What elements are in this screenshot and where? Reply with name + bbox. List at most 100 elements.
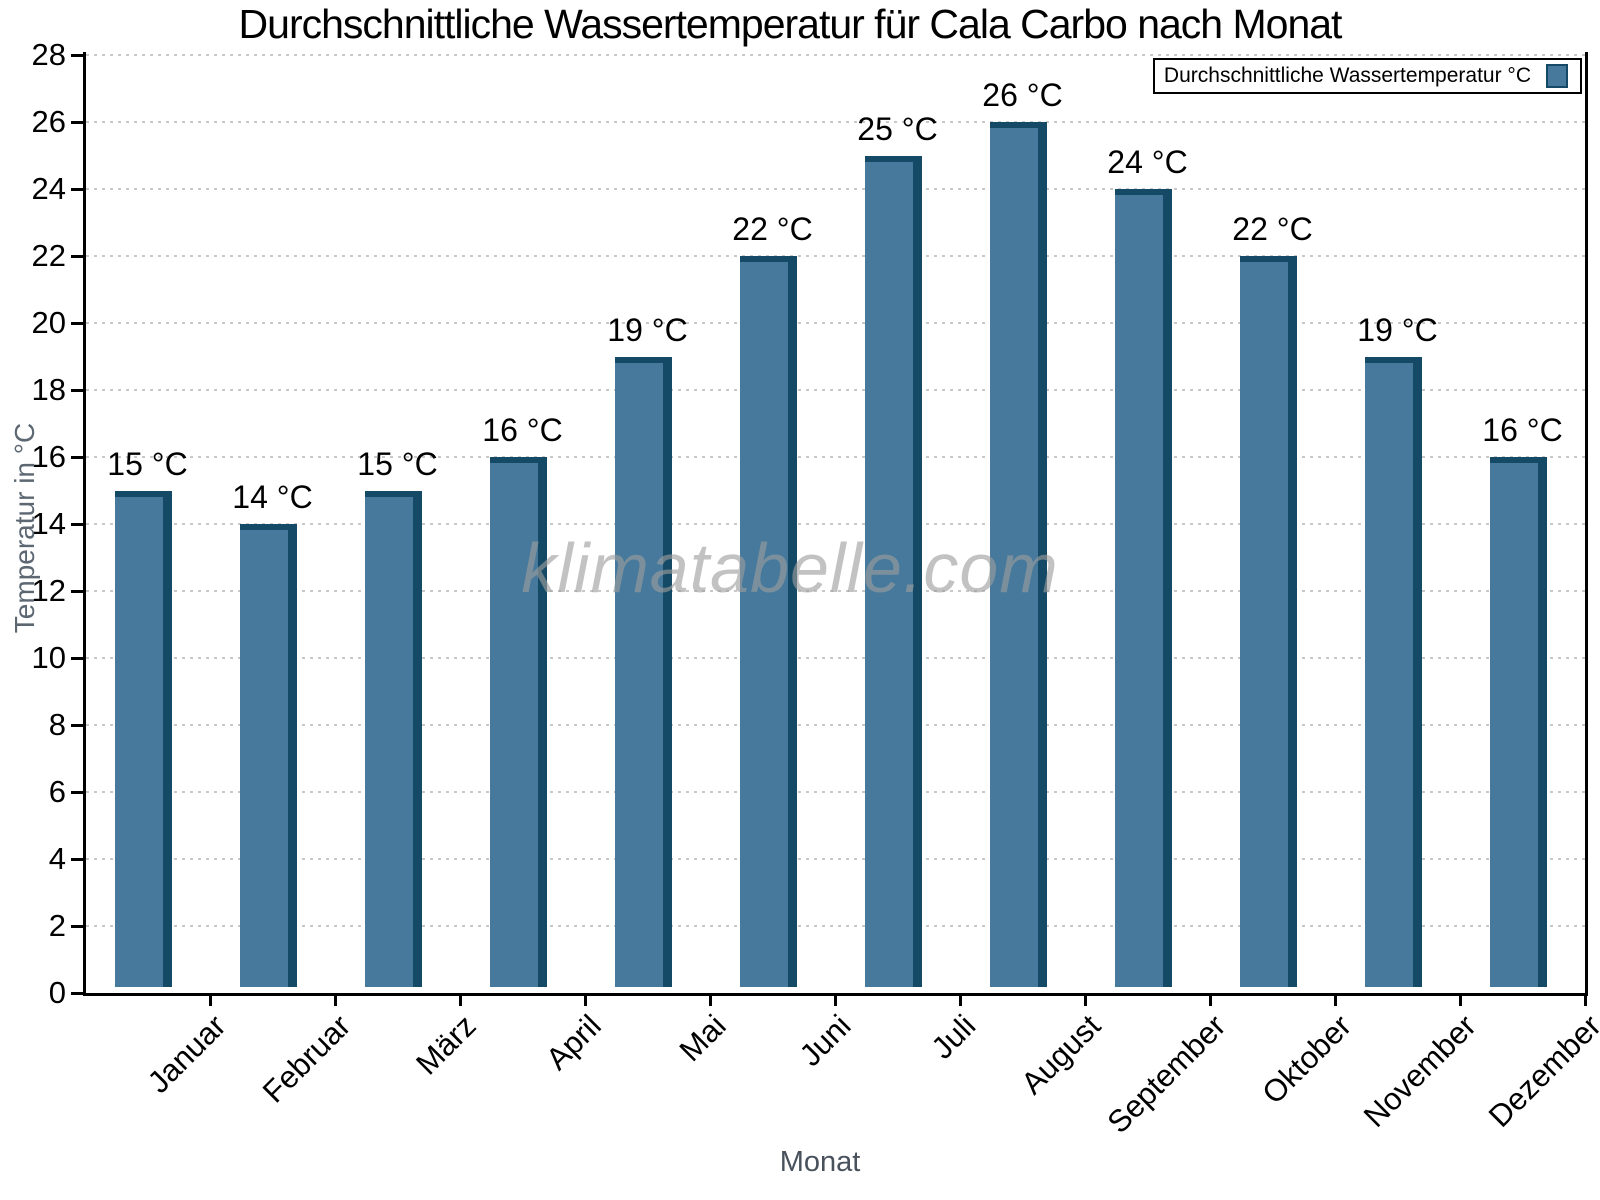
y-tick-mark <box>71 657 84 660</box>
bar <box>989 122 1047 987</box>
x-category-label: Oktober <box>1255 1008 1358 1111</box>
gridline <box>86 188 1585 190</box>
y-tick-label: 16 <box>31 439 66 474</box>
y-tick-label: 22 <box>31 238 66 273</box>
x-category-label: Mai <box>672 1008 733 1069</box>
bar-value-label: 16 °C <box>1482 412 1563 448</box>
gridline <box>86 724 1585 726</box>
bar-value-label: 19 °C <box>607 311 688 348</box>
gridline <box>86 456 1585 458</box>
y-tick-mark <box>71 188 84 191</box>
x-tick-mark <box>1584 994 1587 1006</box>
y-tick-label: 28 <box>31 37 66 72</box>
legend-swatch-icon <box>1546 64 1568 88</box>
bar-value-label: 26 °C <box>982 77 1063 113</box>
bar <box>739 256 797 987</box>
bar <box>364 490 422 987</box>
y-tick-mark <box>71 925 84 928</box>
x-tick-mark <box>1334 994 1337 1006</box>
bar-value-label: 15 °C <box>107 445 188 482</box>
y-tick-label: 6 <box>48 774 66 809</box>
gridline <box>86 389 1585 391</box>
gridline <box>86 523 1585 525</box>
plot-right-border <box>1585 52 1588 996</box>
x-category-label: Juni <box>792 1008 858 1073</box>
x-tick-mark <box>334 994 337 1006</box>
gridline <box>86 657 1585 659</box>
bar <box>1364 356 1422 987</box>
x-category-label: März <box>409 1008 483 1082</box>
x-tick-mark <box>459 994 462 1006</box>
y-tick-label: 24 <box>31 171 66 206</box>
x-category-label: Februar <box>256 1008 358 1110</box>
gridline <box>86 858 1585 860</box>
y-tick-mark <box>71 724 84 727</box>
x-tick-mark <box>709 994 712 1006</box>
x-category-label: Juli <box>925 1008 983 1066</box>
x-tick-mark <box>1459 994 1462 1006</box>
bar-value-label: 25 °C <box>857 110 938 147</box>
bar <box>114 490 172 987</box>
y-tick-mark <box>71 791 84 794</box>
y-axis-line <box>83 52 86 996</box>
gridline <box>86 121 1585 123</box>
y-tick-label: 2 <box>48 908 66 943</box>
y-tick-label: 26 <box>31 104 66 139</box>
y-tick-mark <box>71 590 84 593</box>
bar <box>239 524 297 987</box>
y-tick-label: 14 <box>31 506 66 541</box>
bar <box>864 155 922 987</box>
y-tick-label: 10 <box>31 640 66 675</box>
gridline <box>86 255 1585 257</box>
x-category-label: Dezember <box>1481 1008 1600 1134</box>
y-tick-label: 20 <box>31 305 66 340</box>
gridline <box>86 925 1585 927</box>
y-tick-mark <box>71 456 84 459</box>
x-category-label: November <box>1356 1008 1483 1134</box>
y-tick-label: 8 <box>48 707 66 742</box>
bar <box>1489 457 1547 987</box>
y-tick-mark <box>71 322 84 325</box>
bar <box>614 356 672 987</box>
bar <box>1114 189 1172 987</box>
x-category-label: August <box>1014 1008 1108 1101</box>
y-tick-label: 0 <box>48 975 66 1010</box>
y-tick-mark <box>71 121 84 124</box>
x-category-label: April <box>539 1008 608 1077</box>
bar-value-label: 16 °C <box>482 412 563 448</box>
x-tick-mark <box>1209 994 1212 1006</box>
x-category-label: September <box>1100 1008 1233 1140</box>
legend: Durchschnittliche Wassertemperatur °C <box>1153 58 1582 94</box>
y-tick-label: 4 <box>48 841 66 876</box>
bar <box>1239 256 1297 987</box>
y-tick-label: 12 <box>31 573 66 608</box>
x-axis-title: Monat <box>779 1146 861 1178</box>
y-axis-title: Temperatur in °C <box>9 422 40 634</box>
y-tick-mark <box>71 389 84 392</box>
y-tick-mark <box>71 992 84 995</box>
bar-value-label: 14 °C <box>232 479 313 515</box>
y-tick-mark <box>71 255 84 258</box>
chart-title: Durchschnittliche Wassertemperatur für C… <box>238 1 1343 47</box>
x-category-label: Januar <box>140 1008 233 1100</box>
y-tick-mark <box>71 523 84 526</box>
gridline <box>86 54 1585 56</box>
gridline <box>86 590 1585 592</box>
bar-value-label: 22 °C <box>732 211 813 247</box>
bar <box>489 457 547 987</box>
bar-value-label: 22 °C <box>1232 211 1313 247</box>
gridline <box>86 791 1585 793</box>
x-tick-mark <box>1084 994 1087 1006</box>
gridline <box>86 322 1585 324</box>
bar-value-label: 19 °C <box>1357 311 1438 348</box>
y-tick-mark <box>71 54 84 57</box>
x-tick-mark <box>959 994 962 1006</box>
x-tick-mark <box>209 994 212 1006</box>
bar-value-label: 24 °C <box>1107 144 1188 180</box>
legend-label: Durchschnittliche Wassertemperatur °C <box>1163 64 1531 87</box>
x-tick-mark <box>584 994 587 1006</box>
bar-value-label: 15 °C <box>357 445 438 482</box>
y-tick-label: 18 <box>31 372 66 407</box>
y-tick-mark <box>71 858 84 861</box>
